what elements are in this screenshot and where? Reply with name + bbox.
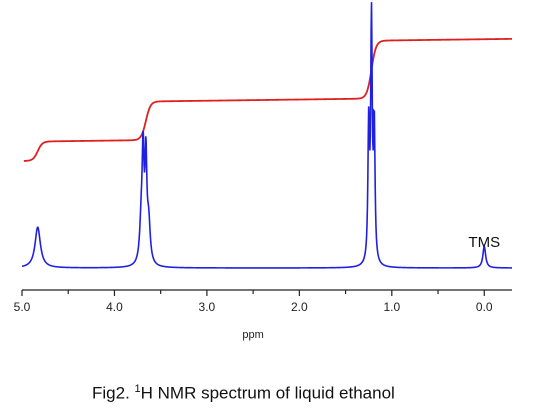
caption-prefix: Fig2. <box>92 383 135 403</box>
caption-text: H NMR spectrum of liquid ethanol <box>140 383 395 403</box>
x-tick-label: 0.0 <box>476 300 493 314</box>
figure-caption: Fig2. 1H NMR spectrum of liquid ethanol <box>92 383 395 404</box>
x-tick-label: 4.0 <box>106 300 123 314</box>
integral-layer <box>23 37 513 162</box>
spectrum-line <box>21 2 512 269</box>
nmr-chart: 5.0 4.0 3.0 2.0 1.0 0.0 ppm TMS <box>14 2 513 341</box>
x-tick-label: 1.0 <box>383 300 400 314</box>
x-tick-label: 2.0 <box>291 300 308 314</box>
x-axis-title: ppm <box>242 329 263 341</box>
tms-peak-label: TMS <box>468 234 500 251</box>
caption-superscript: 1 <box>134 383 141 395</box>
x-tick-label: 3.0 <box>199 300 216 314</box>
integral-line <box>23 37 513 162</box>
x-tick-label: 5.0 <box>14 300 31 314</box>
spectrum-layer <box>21 2 512 269</box>
x-axis-ticks: 5.0 4.0 3.0 2.0 1.0 0.0 <box>14 290 493 314</box>
